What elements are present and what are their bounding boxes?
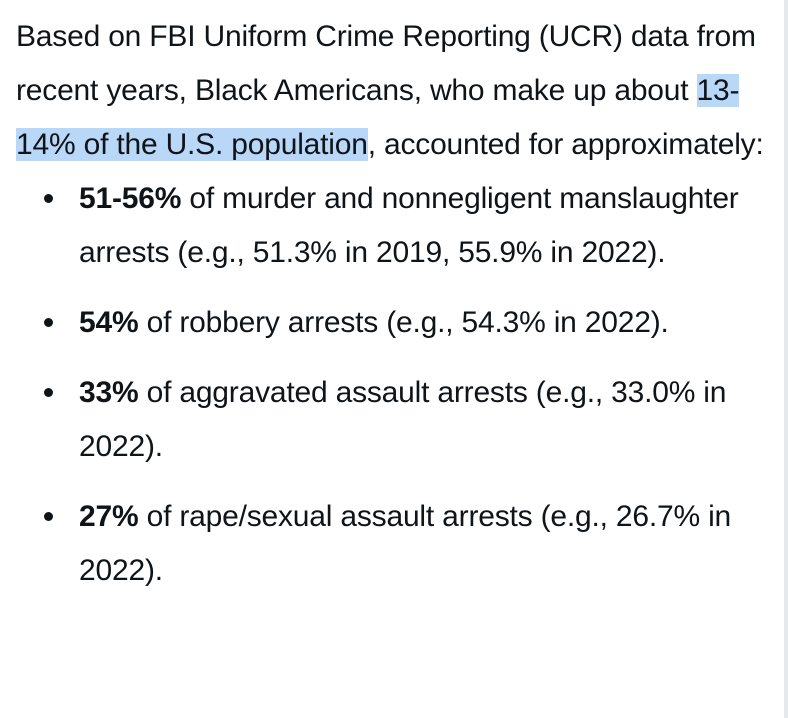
list-item-percentage: 33% [79, 376, 139, 409]
intro-text-part2: , accounted for approximately: [367, 128, 764, 161]
intro-paragraph: Based on FBI Uniform Crime Reporting (UC… [16, 10, 776, 172]
bullet-icon [44, 388, 53, 397]
list-item: 27% of rape/sexual assault arrests (e.g.… [16, 490, 776, 598]
list-item-text: of rape/sexual assault arrests (e.g., 26… [79, 500, 732, 587]
list-item: 33% of aggravated assault arrests (e.g.,… [16, 366, 776, 474]
list-item-text: of murder and nonnegligent manslaughter … [79, 182, 739, 269]
bullet-icon [44, 194, 53, 203]
list-item-percentage: 51-56% [79, 182, 182, 215]
bullet-icon [44, 318, 53, 327]
scrollbar-track[interactable] [784, 0, 788, 718]
list-item-text: of robbery arrests (e.g., 54.3% in 2022)… [138, 306, 669, 339]
list-item: 54% of robbery arrests (e.g., 54.3% in 2… [16, 296, 776, 350]
list-item-percentage: 27% [79, 500, 139, 533]
intro-text-part1: Based on FBI Uniform Crime Reporting (UC… [16, 20, 756, 107]
list-item-text: of aggravated assault arrests (e.g., 33.… [79, 376, 727, 463]
statistics-list: 51-56% of murder and nonnegligent mansla… [16, 172, 776, 598]
list-item: 51-56% of murder and nonnegligent mansla… [16, 172, 776, 280]
bullet-icon [44, 512, 53, 521]
list-item-percentage: 54% [79, 306, 139, 339]
response-text: Based on FBI Uniform Crime Reporting (UC… [16, 10, 776, 614]
